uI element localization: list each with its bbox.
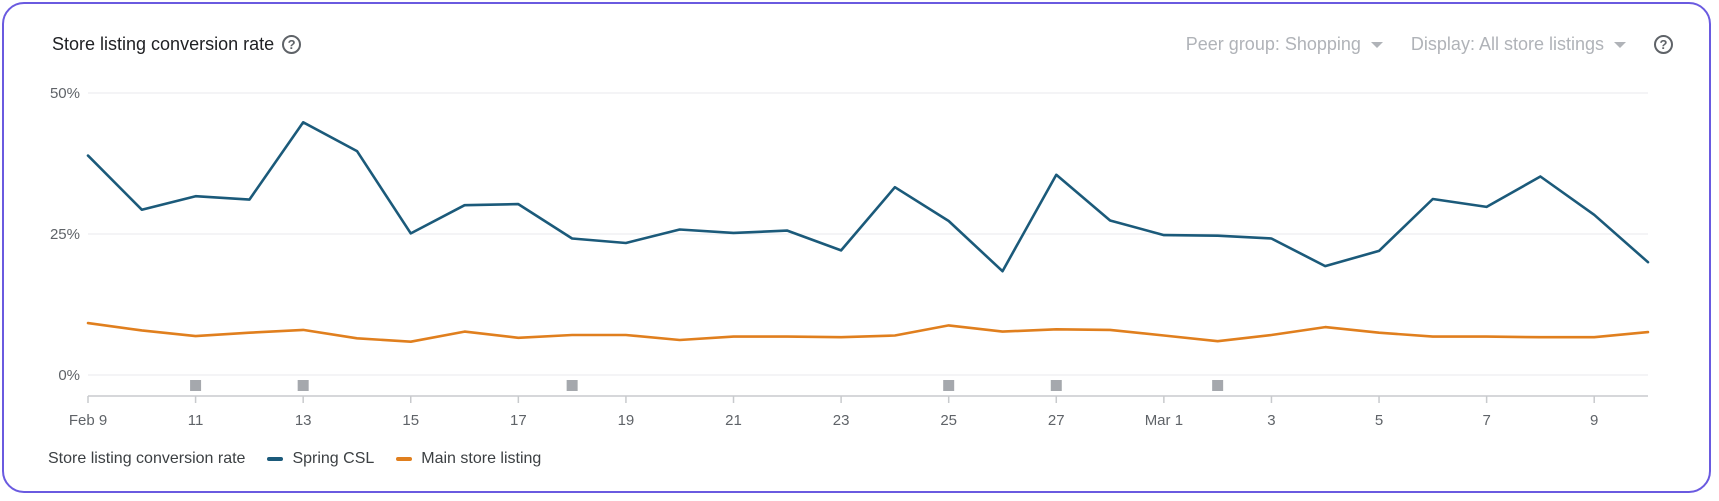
legend-item-main-store-listing[interactable]: Main store listing: [396, 450, 541, 468]
peer-group-dropdown[interactable]: Peer group: Shopping: [1186, 34, 1383, 55]
event-marker: [943, 380, 955, 391]
help-icon[interactable]: ?: [1654, 35, 1673, 54]
display-label: Display: All store listings: [1410, 34, 1604, 54]
series-line: [86, 321, 1650, 344]
chart-legend: Store listing conversion rate Spring CSL…: [48, 450, 541, 468]
event-marker: [190, 380, 202, 391]
y-tick-label: 25%: [50, 226, 80, 243]
chart-card: Store listing conversion rate ? Peer gro…: [2, 2, 1711, 493]
x-tick-label: Mar 1: [1145, 412, 1183, 429]
event-marker: [1050, 380, 1062, 391]
peer-group-label: Peer group: Shopping: [1185, 34, 1361, 54]
display-dropdown[interactable]: Display: All store listings: [1411, 34, 1626, 55]
chart-title-row: Store listing conversion rate ?: [52, 34, 302, 55]
chevron-down-icon: [1614, 41, 1626, 48]
x-tick-label: 25: [940, 412, 957, 429]
x-tick-label: 17: [510, 412, 527, 429]
chevron-down-icon: [1370, 41, 1383, 48]
x-tick-label: 21: [725, 412, 742, 429]
x-tick-label: 23: [833, 412, 850, 429]
x-tick-label: 9: [1590, 412, 1598, 429]
legend-label: Main store listing: [421, 450, 542, 467]
x-tick-label: 3: [1267, 412, 1275, 429]
chart-controls: Peer group: Shopping Display: All store …: [1186, 34, 1673, 55]
legend-item-spring-csl[interactable]: Spring CSL: [267, 450, 374, 468]
legend-swatch: [396, 457, 413, 461]
x-tick-label: 13: [295, 412, 312, 429]
legend-title: Store listing conversion rate: [48, 450, 246, 467]
x-tick-label: Feb 9: [69, 412, 107, 429]
legend-swatch: [267, 457, 284, 461]
event-marker: [566, 380, 578, 391]
x-tick-label: 27: [1048, 412, 1065, 429]
y-tick-label: 50%: [50, 85, 80, 102]
chart-title: Store listing conversion rate: [52, 34, 275, 54]
x-tick-label: 5: [1375, 412, 1383, 429]
x-tick-label: 7: [1482, 412, 1490, 429]
series-line: [86, 121, 1650, 273]
x-tick-label: 19: [618, 412, 635, 429]
help-icon[interactable]: ?: [282, 35, 302, 54]
x-tick-label: 11: [188, 412, 204, 429]
event-marker: [297, 380, 309, 391]
legend-label: Spring CSL: [292, 450, 375, 467]
y-tick-label: 0%: [58, 367, 80, 384]
event-marker: [1212, 380, 1224, 391]
x-tick-label: 15: [402, 412, 419, 429]
